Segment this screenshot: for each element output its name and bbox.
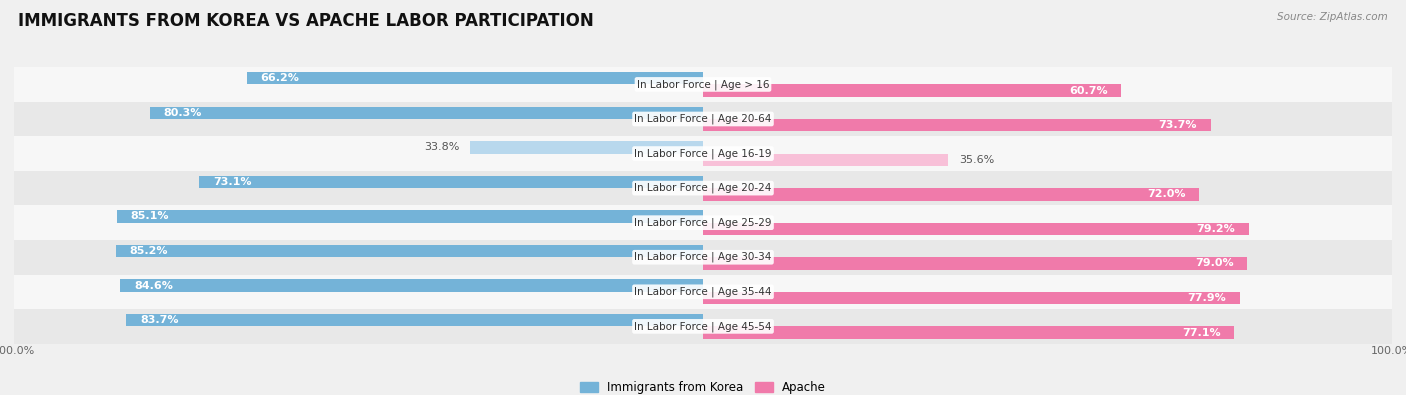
Bar — [247, 72, 703, 85]
Bar — [127, 314, 703, 326]
Text: 83.7%: 83.7% — [141, 315, 179, 325]
Text: 85.1%: 85.1% — [131, 211, 169, 222]
Text: 77.9%: 77.9% — [1187, 293, 1226, 303]
Text: In Labor Force | Age 30-34: In Labor Force | Age 30-34 — [634, 252, 772, 263]
Bar — [14, 102, 1392, 136]
Text: Source: ZipAtlas.com: Source: ZipAtlas.com — [1277, 12, 1388, 22]
Legend: Immigrants from Korea, Apache: Immigrants from Korea, Apache — [575, 376, 831, 395]
Bar — [14, 67, 1392, 102]
Text: 77.1%: 77.1% — [1182, 327, 1220, 338]
Bar — [14, 240, 1392, 275]
Text: 73.7%: 73.7% — [1159, 120, 1197, 130]
Text: In Labor Force | Age 25-29: In Labor Force | Age 25-29 — [634, 217, 772, 228]
Bar — [117, 245, 703, 257]
Text: 84.6%: 84.6% — [134, 280, 173, 291]
Bar — [14, 205, 1392, 240]
Bar — [703, 119, 1211, 132]
Bar — [14, 309, 1392, 344]
Text: In Labor Force | Age 20-24: In Labor Force | Age 20-24 — [634, 183, 772, 194]
Bar — [14, 275, 1392, 309]
Text: In Labor Force | Age 16-19: In Labor Force | Age 16-19 — [634, 148, 772, 159]
Bar — [703, 188, 1199, 201]
Bar — [200, 176, 703, 188]
Bar — [703, 154, 948, 166]
Bar — [150, 107, 703, 119]
Text: 79.2%: 79.2% — [1197, 224, 1234, 234]
Bar — [120, 279, 703, 292]
Text: 85.2%: 85.2% — [129, 246, 169, 256]
Text: 73.1%: 73.1% — [214, 177, 252, 187]
Bar — [703, 223, 1249, 235]
Bar — [117, 210, 703, 223]
Text: 72.0%: 72.0% — [1147, 189, 1185, 199]
Bar — [14, 171, 1392, 205]
Text: In Labor Force | Age 20-64: In Labor Force | Age 20-64 — [634, 114, 772, 124]
Text: 79.0%: 79.0% — [1195, 258, 1233, 269]
Bar — [703, 257, 1247, 270]
Text: IMMIGRANTS FROM KOREA VS APACHE LABOR PARTICIPATION: IMMIGRANTS FROM KOREA VS APACHE LABOR PA… — [18, 12, 593, 30]
Bar — [703, 85, 1121, 97]
Text: 35.6%: 35.6% — [959, 155, 994, 165]
Bar — [703, 326, 1234, 339]
Text: In Labor Force | Age > 16: In Labor Force | Age > 16 — [637, 79, 769, 90]
Bar — [470, 141, 703, 154]
Text: 33.8%: 33.8% — [423, 142, 460, 152]
Text: 60.7%: 60.7% — [1069, 86, 1108, 96]
Bar — [703, 292, 1240, 304]
Text: 66.2%: 66.2% — [260, 73, 299, 83]
Bar — [14, 136, 1392, 171]
Text: In Labor Force | Age 45-54: In Labor Force | Age 45-54 — [634, 321, 772, 332]
Text: 80.3%: 80.3% — [163, 108, 202, 118]
Text: In Labor Force | Age 35-44: In Labor Force | Age 35-44 — [634, 286, 772, 297]
